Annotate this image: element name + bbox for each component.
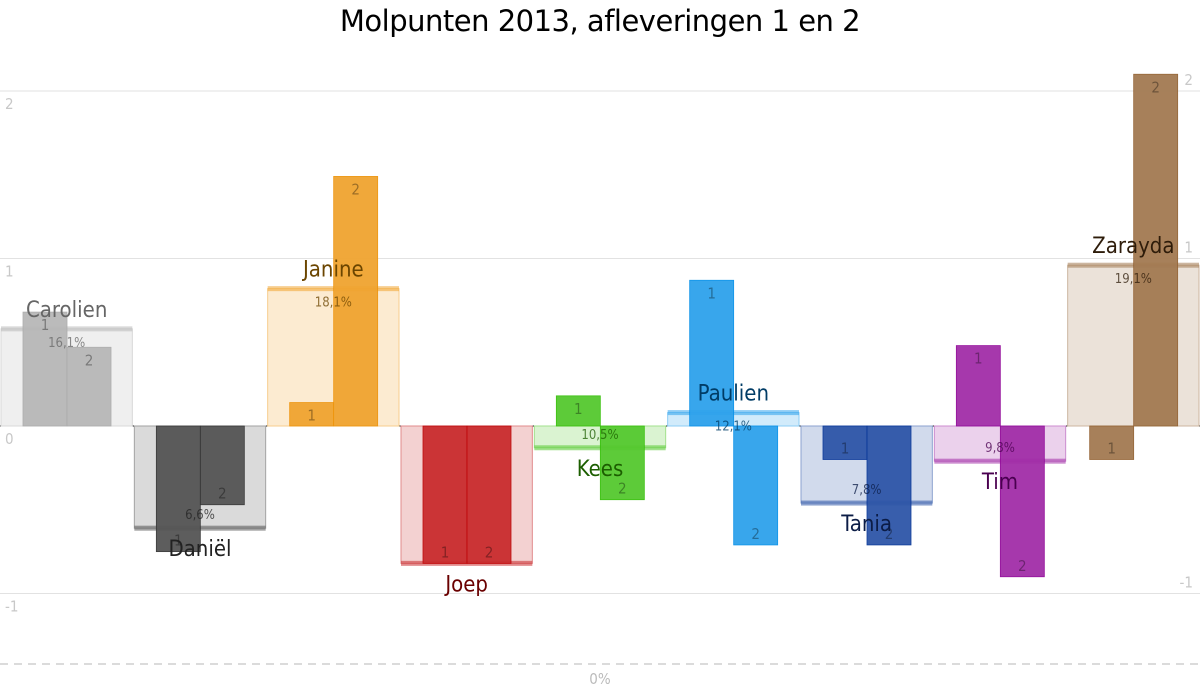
candidate-percent: 19,1% xyxy=(1115,272,1152,287)
episode-bar xyxy=(1089,425,1135,460)
episode-label: 2 xyxy=(1018,557,1027,575)
episode-label: 2 xyxy=(218,485,227,503)
candidate-percent: 9,8% xyxy=(985,441,1015,456)
episode-bar xyxy=(333,176,379,427)
y-tick-label-right: -1 xyxy=(1180,574,1193,592)
episode-label: 1 xyxy=(41,316,50,334)
episode-label: 1 xyxy=(841,440,850,458)
episode-bar xyxy=(66,346,112,427)
episode-label: 1 xyxy=(574,400,583,418)
candidate-name: Daniël xyxy=(168,537,231,562)
episode-bar xyxy=(999,425,1045,578)
episode-label: 1 xyxy=(307,407,316,425)
episode-label: 2 xyxy=(85,351,94,369)
episode-bar xyxy=(866,425,912,546)
bottom-axis-label: 0% xyxy=(589,670,611,688)
episode-bar xyxy=(955,345,1001,427)
candidate-name: Zarayda xyxy=(1092,234,1174,259)
episode-bar xyxy=(466,425,512,564)
episode-label: 1 xyxy=(707,284,716,302)
episode-label: 2 xyxy=(351,180,360,198)
candidate-percent: 12,1% xyxy=(715,420,752,435)
candidate-name: Carolien xyxy=(26,298,107,323)
episode-bar xyxy=(599,425,645,501)
y-tick-label-left: -1 xyxy=(5,598,18,616)
episode-bar xyxy=(155,425,201,553)
episode-bar xyxy=(733,425,779,546)
episode-bar xyxy=(422,425,468,564)
episode-label: 1 xyxy=(174,532,183,550)
y-tick-label-right: 1 xyxy=(1184,239,1193,257)
y-tick-label-right: 2 xyxy=(1184,71,1193,89)
y-tick-label-left: 0 xyxy=(5,430,14,448)
candidate-name: Kees xyxy=(577,457,624,482)
chart-title: Molpunten 2013, afleveringen 1 en 2 xyxy=(339,4,861,38)
candidate-percent: 7,8% xyxy=(852,483,882,498)
candidate-name: Joep xyxy=(443,572,488,597)
episode-bar xyxy=(199,425,245,506)
candidate-name: Tania xyxy=(840,512,892,537)
episode-label: 2 xyxy=(885,525,894,543)
episode-label: 2 xyxy=(751,525,760,543)
episode-label: 1 xyxy=(1107,440,1116,458)
episode-label: 2 xyxy=(485,543,494,561)
episode-label: 1 xyxy=(441,543,450,561)
candidate-percent: 6,6% xyxy=(185,508,215,523)
candidate-percent: 10,5% xyxy=(581,428,618,443)
candidate-name: Janine xyxy=(301,258,364,283)
candidate-name: Paulien xyxy=(698,382,769,407)
episode-label: 2 xyxy=(1151,78,1160,96)
episode-bar xyxy=(689,279,735,427)
candidate-percent: 18,1% xyxy=(315,296,352,311)
episode-bar xyxy=(1133,73,1179,427)
y-tick-label-left: 1 xyxy=(5,263,14,281)
episode-label: 2 xyxy=(618,480,627,498)
episode-bar xyxy=(822,425,868,460)
y-tick-label-left: 2 xyxy=(5,95,14,113)
candidate-name: Tim xyxy=(981,470,1018,495)
candidate-percent: 16,1% xyxy=(48,336,85,351)
episode-bar xyxy=(22,311,68,427)
episode-label: 1 xyxy=(974,350,983,368)
episode-bar xyxy=(555,395,601,427)
